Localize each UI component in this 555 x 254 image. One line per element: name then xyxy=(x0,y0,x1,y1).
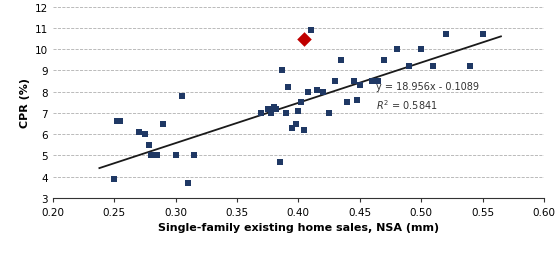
Point xyxy=(294,109,303,113)
Text: y = 18.956x - 0.1089
$R^2$ = 0.5841: y = 18.956x - 0.1089 $R^2$ = 0.5841 xyxy=(376,82,478,111)
Point xyxy=(183,181,192,185)
Point xyxy=(267,112,276,116)
Point xyxy=(189,154,198,158)
Point xyxy=(287,126,296,130)
Point xyxy=(269,105,278,109)
Point xyxy=(325,112,334,116)
Point xyxy=(300,128,309,132)
Point xyxy=(405,65,413,69)
Point xyxy=(177,94,186,99)
Point xyxy=(144,143,153,147)
Point xyxy=(380,58,388,62)
Point xyxy=(478,33,487,37)
Point xyxy=(367,80,376,84)
Point xyxy=(147,154,155,158)
Point xyxy=(417,48,426,52)
Point xyxy=(355,84,364,88)
Point xyxy=(331,80,340,84)
Point xyxy=(278,69,287,73)
X-axis label: Single-family existing home sales, NSA (mm): Single-family existing home sales, NSA (… xyxy=(158,223,439,233)
Point xyxy=(275,160,284,164)
Point xyxy=(300,37,309,41)
Point xyxy=(304,90,312,94)
Point xyxy=(429,65,438,69)
Point xyxy=(171,154,180,158)
Point xyxy=(140,133,149,137)
Point xyxy=(153,154,162,158)
Point xyxy=(272,107,281,111)
Point xyxy=(306,29,315,33)
Point xyxy=(337,58,346,62)
Point xyxy=(116,120,125,124)
Point xyxy=(466,65,475,69)
Point xyxy=(319,90,327,94)
Point xyxy=(257,112,266,116)
Point xyxy=(281,112,290,116)
Point xyxy=(312,88,321,92)
Point xyxy=(353,99,362,103)
Point xyxy=(392,48,401,52)
Point xyxy=(110,177,119,181)
Point xyxy=(343,101,352,105)
Point xyxy=(374,80,382,84)
Point xyxy=(134,131,143,135)
Point xyxy=(441,33,450,37)
Point xyxy=(296,101,305,105)
Point xyxy=(291,122,300,126)
Y-axis label: CPR (%): CPR (%) xyxy=(21,78,31,128)
Point xyxy=(284,86,293,90)
Point xyxy=(112,120,121,124)
Point xyxy=(159,122,168,126)
Point xyxy=(263,107,272,111)
Point xyxy=(349,80,358,84)
